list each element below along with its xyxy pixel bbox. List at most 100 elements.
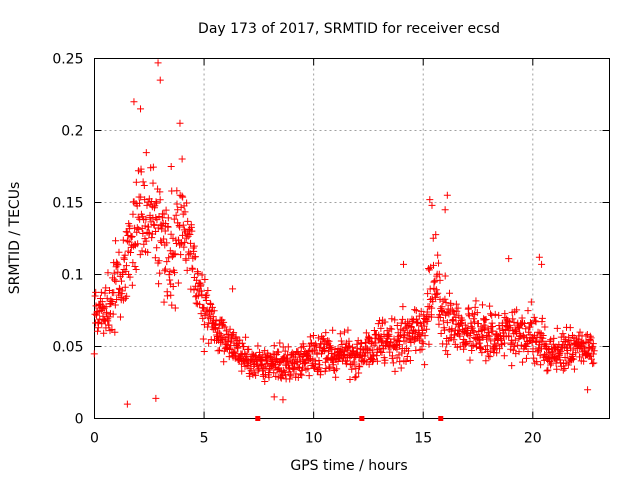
- data-point: [332, 373, 340, 381]
- data-point: [152, 394, 160, 402]
- data-point: [541, 323, 549, 331]
- y-tick-label: 0: [75, 412, 84, 428]
- data-point: [127, 249, 135, 257]
- data-point: [538, 260, 546, 268]
- data-point: [233, 344, 241, 352]
- data-point: [166, 276, 174, 284]
- data-point: [212, 317, 220, 325]
- data-point: [136, 199, 144, 207]
- data-point: [252, 371, 260, 379]
- data-point: [184, 217, 192, 225]
- data-point: [229, 285, 237, 293]
- data-point: [151, 254, 159, 262]
- data-point: [505, 255, 513, 263]
- data-point: [162, 206, 170, 214]
- data-point: [90, 350, 98, 358]
- data-point: [566, 324, 574, 332]
- data-point: [220, 358, 228, 366]
- data-point: [386, 348, 394, 356]
- data-point: [121, 283, 129, 291]
- data-point: [161, 265, 169, 273]
- data-point: [201, 311, 209, 319]
- x-tick-label: 5: [200, 431, 209, 447]
- data-point: [528, 320, 536, 328]
- data-point: [587, 355, 595, 363]
- data-point: [437, 305, 445, 313]
- data-point: [544, 366, 552, 374]
- data-point: [183, 199, 191, 207]
- data-point: [304, 365, 312, 373]
- data-point: [471, 318, 479, 326]
- data-point: [137, 193, 145, 201]
- data-point: [135, 225, 143, 233]
- data-point: [439, 297, 447, 305]
- data-point: [325, 337, 333, 345]
- data-point: [238, 339, 246, 347]
- data-point: [393, 345, 401, 353]
- data-point: [564, 340, 572, 348]
- data-point: [163, 292, 171, 300]
- data-point: [515, 348, 523, 356]
- data-point: [316, 361, 324, 369]
- data-point: [311, 360, 319, 368]
- data-point: [115, 248, 123, 256]
- data-point: [124, 231, 132, 239]
- data-point: [399, 315, 407, 323]
- data-point: [171, 304, 179, 312]
- data-point: [215, 346, 223, 354]
- data-point: [442, 299, 450, 307]
- data-point: [443, 191, 451, 199]
- data-point: [427, 313, 435, 321]
- data-point: [315, 357, 323, 365]
- data-point: [522, 325, 530, 333]
- data-point: [388, 325, 396, 333]
- data-point: [166, 268, 174, 276]
- data-point: [105, 313, 113, 321]
- data-point: [177, 251, 185, 259]
- data-point: [522, 342, 530, 350]
- data-point: [559, 366, 567, 374]
- data-point: [428, 304, 436, 312]
- data-point: [168, 301, 176, 309]
- data-point: [373, 357, 381, 365]
- data-point: [344, 343, 352, 351]
- data-point: [448, 306, 456, 314]
- data-point: [110, 269, 118, 277]
- data-point: [472, 297, 480, 305]
- data-point: [513, 306, 521, 314]
- data-point: [478, 349, 486, 357]
- data-point: [170, 251, 178, 259]
- data-point: [528, 338, 536, 346]
- data-point: [425, 340, 433, 348]
- data-point: [201, 276, 209, 284]
- data-point: [128, 233, 136, 241]
- data-point: [589, 340, 597, 348]
- baseline-marks: [255, 416, 444, 421]
- data-point: [176, 119, 184, 127]
- data-point: [140, 181, 148, 189]
- data-point: [372, 339, 380, 347]
- data-point: [189, 265, 197, 273]
- data-point: [309, 332, 317, 340]
- data-point: [290, 365, 298, 373]
- data-point: [167, 230, 175, 238]
- data-point: [412, 346, 420, 354]
- data-point: [155, 280, 163, 288]
- data-point: [187, 285, 195, 293]
- data-point: [100, 329, 108, 337]
- data-point: [440, 308, 448, 316]
- data-point: [381, 318, 389, 326]
- data-point: [389, 359, 397, 367]
- data-point: [123, 237, 131, 245]
- data-point: [194, 269, 202, 277]
- data-point: [586, 332, 594, 340]
- data-point: [197, 310, 205, 318]
- data-point: [156, 269, 164, 277]
- data-point: [111, 301, 119, 309]
- data-point: [130, 98, 138, 106]
- x-tick-label: 15: [414, 431, 432, 447]
- data-point: [508, 362, 516, 370]
- data-point: [329, 326, 337, 334]
- data-point: [181, 238, 189, 246]
- data-point: [242, 333, 250, 341]
